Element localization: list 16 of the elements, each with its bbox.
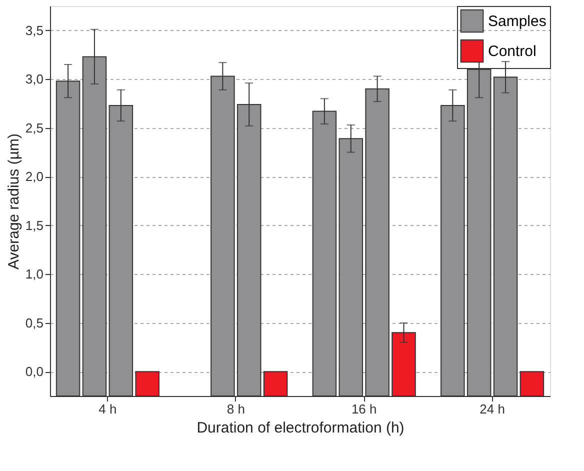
y-axis-title: Average radius (µm) xyxy=(5,134,22,270)
x-tick-label: 8 h xyxy=(226,402,245,416)
y-tick-label: 1,5 xyxy=(25,218,44,233)
y-tick-label: 2,5 xyxy=(25,120,44,136)
y-tick-label: 2,0 xyxy=(25,169,44,184)
y-tick-label: 3,0 xyxy=(25,72,44,87)
x-axis-title: Duration of electroformation (h) xyxy=(196,420,404,436)
y-tick-label: 3,5 xyxy=(25,22,44,38)
y-tick-label: 1,0 xyxy=(25,266,44,282)
x-tick-label: 4 h xyxy=(98,402,117,416)
legend-label: Control xyxy=(488,43,536,60)
y-tick-label: 0,0 xyxy=(25,364,44,380)
y-tick-label: 0,5 xyxy=(25,315,44,330)
x-tick-label: 24 h xyxy=(480,402,505,416)
legend-label: Samples xyxy=(488,13,546,30)
x-tick-label: 16 h xyxy=(351,402,377,416)
